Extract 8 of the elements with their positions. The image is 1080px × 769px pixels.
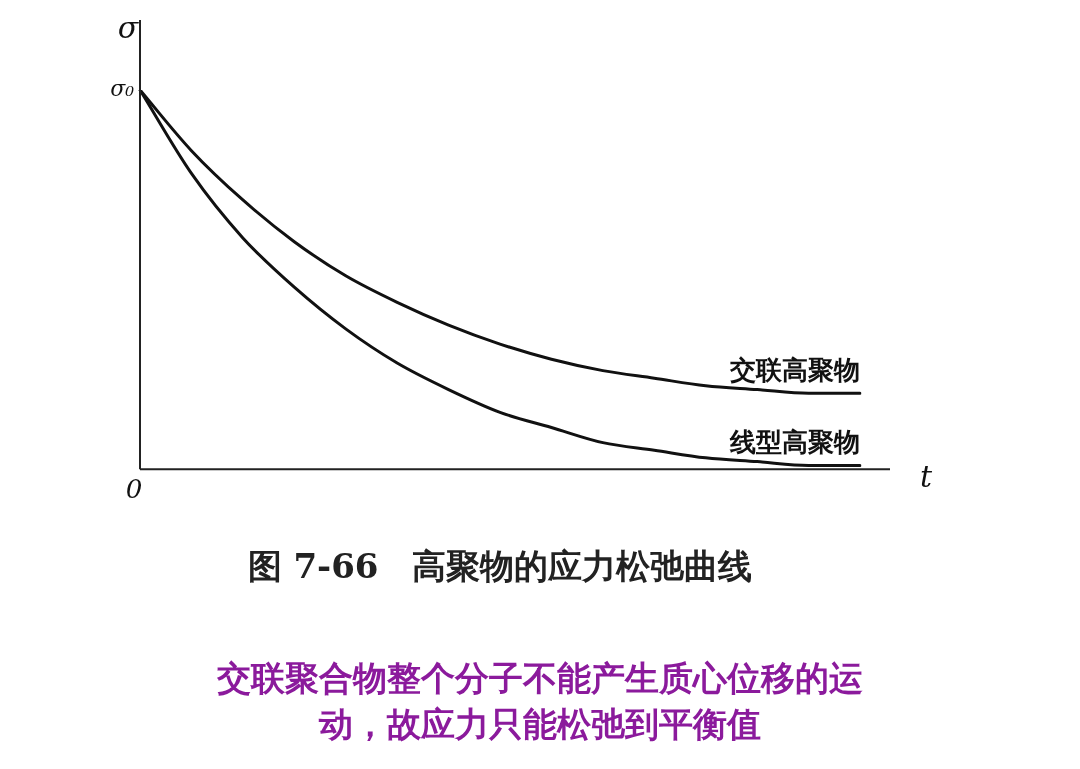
x-axis-title: t xyxy=(920,459,933,494)
text: 图 7-66 高聚物的应力松弛曲线 xyxy=(247,546,753,587)
text: 交联聚合物整个分子不能产生质心位移的运动，故应力只能松弛到平衡值 xyxy=(216,657,864,746)
series-label: 交联高聚物 xyxy=(729,355,860,386)
y-axis-title: σ xyxy=(117,9,140,45)
text: 0 xyxy=(125,473,143,504)
series-label: 线型高聚物 xyxy=(729,427,860,458)
text: σ₀ xyxy=(110,75,135,101)
